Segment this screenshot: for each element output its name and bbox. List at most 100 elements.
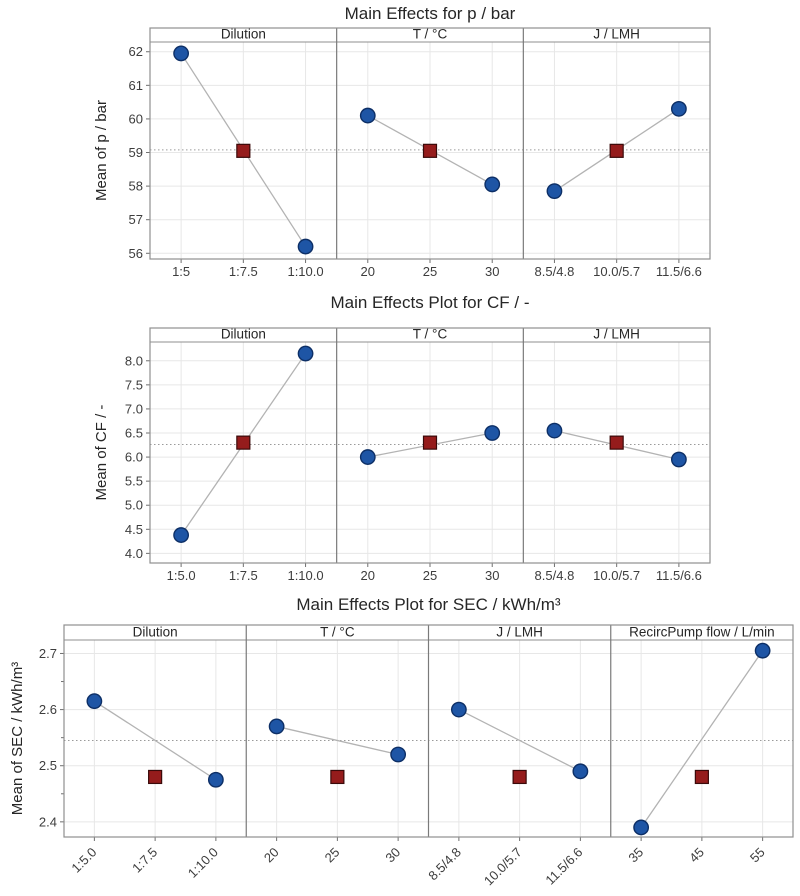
y-tick-label: 6.5 <box>125 426 143 441</box>
x-tick-label: 1:5.0 <box>68 845 99 876</box>
panel-header: J / LMH <box>496 625 543 640</box>
x-tick-label: 1:10.0 <box>185 845 221 881</box>
y-axis-title: Mean of SEC / kWh/m³ <box>9 662 26 815</box>
plot-border <box>149 327 711 564</box>
center-point <box>512 769 527 785</box>
y-tick-label: 2.7 <box>39 646 57 661</box>
y-tick-label: 56 <box>129 246 143 261</box>
x-tick-label: 8.5/4.8 <box>425 845 464 884</box>
plot-border <box>63 624 794 838</box>
x-tick-label: 35 <box>625 845 646 866</box>
corner-point <box>86 693 103 710</box>
plot-border <box>149 27 711 260</box>
panel-header: T / °C <box>413 27 448 42</box>
corner-point <box>173 527 190 543</box>
x-tick-label: 55 <box>747 845 768 866</box>
x-tick-label: 10.0/5.7 <box>481 845 525 889</box>
y-tick-label: 5.5 <box>125 474 143 489</box>
corner-point <box>670 100 687 117</box>
chart-title: Main Effects for p / bar <box>345 4 516 23</box>
chart-cf: Main Effects Plot for CF / - Mean of CF /… <box>0 288 800 588</box>
corner-point <box>297 345 314 362</box>
x-tick-label: 1:5.0 <box>167 568 196 583</box>
effect-line <box>640 650 764 828</box>
x-tick-label: 11.5/6.6 <box>656 264 702 279</box>
chart-title: Main Effects Plot for CF / - <box>330 293 529 312</box>
effect-line <box>458 709 581 772</box>
corner-point <box>207 771 224 788</box>
x-tick-label: 10.0/5.7 <box>593 568 640 583</box>
y-tick-label: 60 <box>129 111 143 126</box>
panel-header: Dilution <box>221 327 266 342</box>
x-tick-label: 1:10.0 <box>287 568 323 583</box>
corner-point <box>359 107 376 124</box>
corner-point <box>754 642 771 659</box>
effect-line <box>276 725 399 756</box>
y-tick-label: 59 <box>129 145 143 160</box>
corner-point <box>546 183 563 200</box>
panel-header: T / °C <box>320 625 355 640</box>
panel-header: J / LMH <box>593 327 640 342</box>
x-tick-label: 20 <box>361 264 375 279</box>
y-tick-label: 4.0 <box>125 546 143 561</box>
corner-point <box>297 238 314 255</box>
x-tick-label: 10.0/5.7 <box>593 264 640 279</box>
corner-point <box>450 701 467 718</box>
x-tick-label: 1:7.5 <box>229 264 258 279</box>
x-tick-label: 8.5/4.8 <box>535 568 575 583</box>
y-tick-label: 61 <box>129 78 143 93</box>
x-tick-label: 11.5/6.6 <box>542 845 585 888</box>
x-tick-label: 1:5 <box>172 264 190 279</box>
center-point <box>236 143 251 158</box>
y-tick-label: 58 <box>129 179 143 194</box>
corner-point <box>359 449 376 465</box>
chart-sec-svg: Main Effects Plot for SEC / kWh/m³ Mean o… <box>9 595 794 889</box>
x-tick-label: 1:7.5 <box>229 568 258 583</box>
center-point <box>422 435 438 450</box>
center-point <box>422 143 438 158</box>
x-tick-label: 8.5/4.8 <box>535 264 575 279</box>
y-tick-label: 2.5 <box>39 758 57 773</box>
y-tick-label: 8.0 <box>125 353 143 368</box>
chart-title: Main Effects Plot for SEC / kWh/m³ <box>296 595 561 614</box>
x-tick-label: 30 <box>382 845 403 866</box>
x-tick-label: 25 <box>322 845 343 866</box>
x-tick-label: 1:10.0 <box>287 264 323 279</box>
center-point <box>609 143 624 158</box>
panel-header: Dilution <box>133 625 178 640</box>
y-tick-label: 57 <box>129 212 143 227</box>
chart-p-bar: Main Effects for p / bar Mean of p / bar 5… <box>0 0 800 288</box>
panel-header: J / LMH <box>593 27 640 42</box>
x-tick-label: 20 <box>361 568 375 583</box>
corner-point <box>173 45 190 62</box>
panel-header: Dilution <box>221 27 266 42</box>
x-tick-label: 20 <box>261 845 282 866</box>
center-point <box>330 769 345 785</box>
corner-point <box>633 819 650 836</box>
y-tick-label: 7.5 <box>125 377 143 392</box>
x-tick-label: 11.5/6.6 <box>656 568 702 583</box>
corner-point <box>390 746 407 763</box>
chart-sec: Main Effects Plot for SEC / kWh/m³ Mean o… <box>0 588 800 896</box>
y-tick-label: 4.5 <box>125 522 143 537</box>
corner-point <box>484 425 501 441</box>
y-tick-label: 6.0 <box>125 450 143 465</box>
y-tick-label: 62 <box>129 44 143 59</box>
panel-header: T / °C <box>413 327 448 342</box>
center-point <box>694 769 709 785</box>
corner-point <box>484 176 501 193</box>
x-tick-label: 1:7.5 <box>129 845 160 876</box>
x-tick-label: 30 <box>485 264 499 279</box>
center-point <box>148 769 163 785</box>
corner-point <box>546 422 563 439</box>
x-tick-label: 45 <box>686 845 707 866</box>
center-point <box>609 435 624 450</box>
corner-point <box>572 763 589 780</box>
panel-header: RecircPump flow / L/min <box>629 625 775 640</box>
corner-point <box>268 718 285 735</box>
y-axis-title: Mean of p / bar <box>93 100 110 201</box>
y-tick-label: 7.0 <box>125 401 143 416</box>
chart-cf-svg: Main Effects Plot for CF / - Mean of CF /… <box>93 293 711 583</box>
y-axis-title: Mean of CF / - <box>93 405 110 501</box>
